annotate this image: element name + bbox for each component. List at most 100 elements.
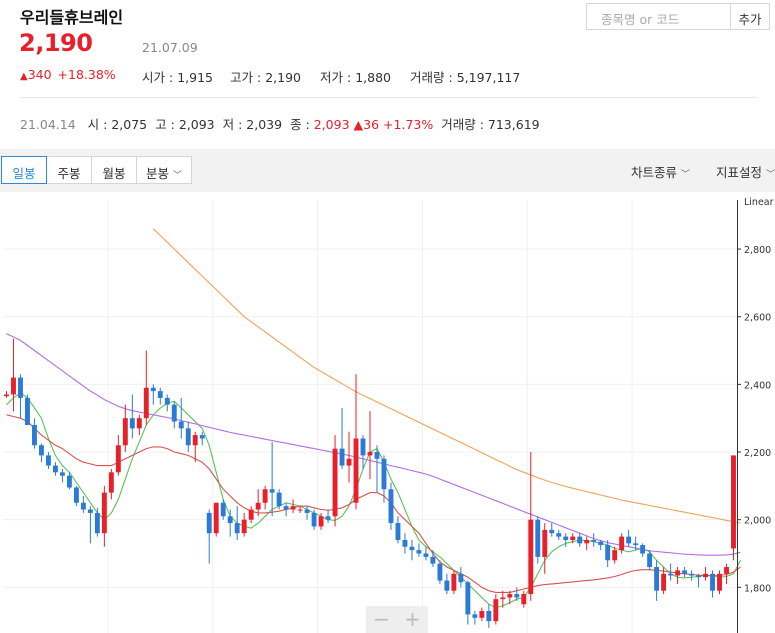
hover-high: 2,093 <box>178 117 215 132</box>
zoom-in-button[interactable]: + <box>404 607 421 631</box>
tab-minute-label: 분봉 <box>145 166 169 181</box>
hover-close: 2,093 <box>313 117 350 132</box>
stat-low: 저가 : 1,880 <box>320 70 391 85</box>
candle-body <box>619 536 625 551</box>
candle-body <box>388 489 394 524</box>
candle-body <box>178 421 184 429</box>
change-abs: 340 <box>27 67 52 82</box>
stat-value: 1,880 <box>355 70 391 85</box>
add-button[interactable]: 추가 <box>730 3 770 30</box>
candle-body <box>640 545 646 554</box>
hover-open-label: 시 <box>87 117 100 132</box>
candle-body <box>241 519 247 534</box>
candle-body <box>80 502 86 510</box>
candle-body <box>297 509 303 511</box>
candle-body <box>675 570 681 576</box>
candle-body <box>304 509 310 513</box>
ma-line-ma20 <box>6 414 741 593</box>
chart-type-label: 차트종류 <box>631 165 678 180</box>
candle-body <box>66 475 72 488</box>
candle-body <box>87 509 93 513</box>
candle-body <box>129 418 135 429</box>
candle-body <box>318 516 324 527</box>
candle-body <box>542 529 548 557</box>
candle-body <box>661 573 667 591</box>
candle-body <box>458 573 464 583</box>
candle-body <box>353 438 359 503</box>
y-tick-label: 1,800 <box>744 583 771 594</box>
candle-body <box>339 448 345 466</box>
candle-body <box>563 536 569 540</box>
candle-body <box>724 567 729 574</box>
candle-body <box>479 611 485 618</box>
hover-open: 2,075 <box>111 117 148 132</box>
candle-body <box>171 404 177 422</box>
zoom-out-button[interactable]: − <box>373 607 390 631</box>
tab-minute[interactable]: 분봉 ﹀ <box>136 156 192 184</box>
hover-high-label: 고 <box>155 117 167 132</box>
candle-body <box>94 512 100 534</box>
candle-body <box>430 556 436 564</box>
candle-body <box>549 529 555 534</box>
candle-body <box>185 428 191 446</box>
candle-body <box>514 594 520 598</box>
stat-value: 1,915 <box>177 70 213 85</box>
chart-type-menu[interactable]: 차트종류 ﹀ <box>631 162 690 181</box>
candle-body <box>451 573 457 591</box>
candle-body <box>626 536 632 544</box>
zoom-controls: − + <box>366 606 428 633</box>
candle-body <box>493 599 499 622</box>
hover-change-abs: 36 <box>363 117 380 132</box>
candle-body <box>25 397 30 425</box>
candle-body <box>157 391 163 398</box>
candle-body <box>325 516 331 520</box>
indicator-menu[interactable]: 지표설정 ﹀ <box>716 162 775 181</box>
price-change: ▲340 +18.38% <box>20 67 116 82</box>
candle-body <box>248 509 254 520</box>
indicator-label: 지표설정 <box>716 165 763 180</box>
search-input[interactable]: 종목명 or 코드 <box>586 3 731 30</box>
candle-body <box>192 435 198 446</box>
candle-body <box>437 563 443 581</box>
candle-body <box>654 567 660 591</box>
candle-body <box>689 573 695 576</box>
candle-body <box>11 377 16 395</box>
y-tick-label: 2,600 <box>744 313 771 324</box>
stock-name: 우리들휴브레인 <box>20 8 124 27</box>
stat-value: 5,197,117 <box>456 70 521 85</box>
stat-high: 고가 : 2,190 <box>230 70 301 85</box>
tab-daily[interactable]: 일봉 <box>1 156 47 184</box>
candlestick-chart[interactable]: Linear 1,800 2,000 2,200 2,400 2,600 2,800 <box>0 192 775 633</box>
stat-value: 2,190 <box>265 70 301 85</box>
candle-body <box>276 492 282 507</box>
y-tick-label: 2,200 <box>744 448 771 459</box>
ma-line-ma120 <box>152 228 741 524</box>
candle-body <box>507 594 513 598</box>
candle-body <box>535 519 541 557</box>
candle-body <box>682 570 688 574</box>
candle-body <box>220 502 226 517</box>
y-tick-label: 2,400 <box>744 380 771 391</box>
candle-body <box>206 512 212 534</box>
candle-body <box>262 489 268 503</box>
hover-volume: 713,619 <box>487 117 540 132</box>
candle-body <box>164 397 170 405</box>
candle-body <box>39 445 44 456</box>
candle-body <box>598 541 604 546</box>
tab-weekly[interactable]: 주봉 <box>46 156 92 184</box>
tab-monthly[interactable]: 월봉 <box>91 156 137 184</box>
candle-body <box>290 506 296 510</box>
candle-body <box>395 523 401 540</box>
price-axis: Linear 1,800 2,000 2,200 2,400 2,600 2,800 <box>737 197 774 633</box>
stat-volume: 거래량 : 5,197,117 <box>410 70 521 85</box>
candle-body <box>269 489 275 493</box>
chevron-down-icon: ﹀ <box>681 170 691 180</box>
candle-body <box>115 445 121 473</box>
candle-body <box>143 387 149 419</box>
candle-body <box>416 550 422 554</box>
candle-body <box>122 418 128 446</box>
divider <box>20 97 757 98</box>
hover-low-label: 저 <box>222 117 235 132</box>
candle-body <box>710 573 715 591</box>
candle-body <box>108 472 114 493</box>
